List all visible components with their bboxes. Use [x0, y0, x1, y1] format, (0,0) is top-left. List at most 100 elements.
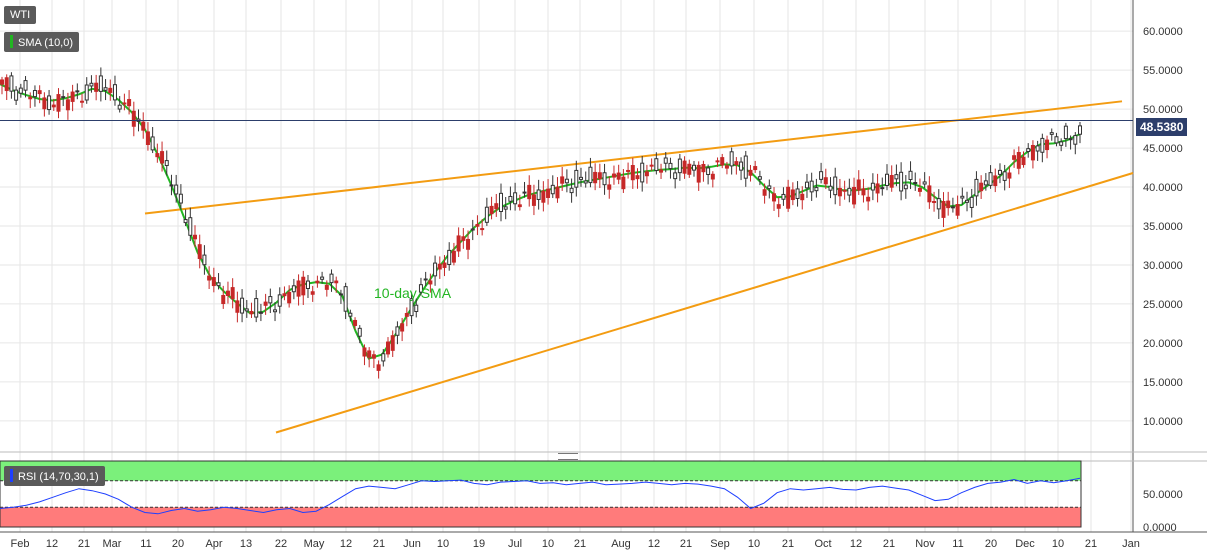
candle-body [70, 91, 75, 102]
candle-body [550, 184, 555, 195]
candle-body [1002, 171, 1007, 181]
x-tick-label: Aug [611, 538, 631, 550]
candle-body [1012, 155, 1017, 160]
candle-body [51, 104, 56, 108]
candle-body [89, 82, 94, 87]
x-tick-label: Oct [814, 538, 831, 550]
candle-body [819, 171, 824, 180]
x-tick-label: 12 [46, 538, 58, 550]
candle-body [461, 236, 466, 241]
candle-body [112, 84, 117, 101]
x-tick-label: 10 [437, 538, 449, 550]
candle-body [127, 99, 132, 107]
candle-body [277, 294, 282, 307]
rsi-swatch [10, 469, 13, 482]
x-tick-label: 22 [275, 538, 287, 550]
x-tick-label: Jul [508, 538, 522, 550]
candle-body [767, 185, 772, 190]
candle-body [75, 90, 80, 93]
lower-trendline [275, 172, 1134, 434]
symbol-legend[interactable]: WTI [4, 6, 37, 24]
candle-body [301, 276, 306, 296]
candle-body [80, 100, 85, 103]
candle-body [103, 87, 108, 91]
candle-body [1054, 136, 1059, 144]
candle-body [240, 297, 245, 314]
y-tick-label: 35.0000 [1143, 221, 1183, 233]
candle-body [960, 195, 965, 199]
candle-body [376, 364, 381, 371]
candle-body [371, 354, 376, 359]
x-tick-label: Sep [710, 538, 730, 550]
candle-body [936, 198, 941, 210]
candle-body [852, 186, 857, 205]
x-tick-label: May [304, 538, 325, 550]
sma-legend[interactable]: SMA (10,0) [4, 32, 80, 52]
candle-body [696, 164, 701, 183]
candle-body [122, 102, 127, 105]
x-tick-label: Feb [11, 538, 30, 550]
candle-body [611, 173, 616, 178]
candle-body [141, 121, 146, 131]
candle-body [466, 238, 471, 250]
candle-body [447, 249, 452, 265]
candle-body [155, 153, 160, 158]
candle-body [216, 282, 221, 287]
candle-body [569, 187, 574, 194]
candle-body [522, 191, 527, 194]
candle-body [423, 278, 428, 281]
candle-body [527, 184, 532, 200]
candle-body [131, 110, 136, 127]
candle-body [1059, 141, 1064, 146]
candle-body [310, 291, 315, 295]
y-tick-label: 60.0000 [1143, 26, 1183, 38]
candle-body [357, 327, 362, 337]
candle-body [315, 280, 320, 284]
candle-body [418, 284, 423, 293]
candle-body [183, 219, 188, 224]
candle-body [729, 151, 734, 167]
candle-body [390, 335, 395, 351]
candle-body [207, 275, 212, 281]
candle-body [875, 183, 880, 194]
candle-body [955, 204, 960, 216]
candle-body [117, 104, 122, 110]
candle-body [1040, 137, 1045, 153]
candle-body [235, 300, 240, 313]
pane-splitter-handle[interactable] [558, 453, 578, 460]
x-tick-label: 20 [172, 538, 184, 550]
candle-body [343, 286, 348, 312]
candle-body [433, 262, 438, 277]
candle-body [305, 280, 310, 290]
y-tick-label: 15.0000 [1143, 377, 1183, 389]
x-tick-label: 21 [78, 538, 90, 550]
candle-body [748, 169, 753, 176]
candle-body [988, 172, 993, 186]
y-tick-label: 10.0000 [1143, 416, 1183, 428]
candle-body [0, 79, 4, 85]
candle-body [913, 181, 918, 184]
candle-body [367, 350, 372, 358]
candle-body [18, 87, 23, 94]
candle-body [677, 158, 682, 174]
candle-body [381, 353, 386, 362]
candle-body [451, 250, 456, 263]
candle-body [268, 296, 273, 304]
candle-body [56, 94, 61, 112]
x-tick-label: Dec [1015, 538, 1035, 550]
candle-body [630, 165, 635, 181]
candle-body [338, 293, 343, 296]
candle-body [706, 167, 711, 175]
candle-body [644, 171, 649, 177]
rsi-legend[interactable]: RSI (14,70,30,1) [4, 466, 105, 486]
x-tick-label: 12 [648, 538, 660, 550]
x-tick-label: Mar [103, 538, 122, 550]
x-tick-label: 20 [985, 538, 997, 550]
candle-body [197, 244, 202, 260]
y-tick-label: 20.0000 [1143, 338, 1183, 350]
rsi-legend-label: RSI (14,70,30,1) [18, 471, 99, 483]
y-tick-label: 25.0000 [1143, 299, 1183, 311]
x-tick-label: 10 [748, 538, 760, 550]
candle-body [602, 172, 607, 186]
